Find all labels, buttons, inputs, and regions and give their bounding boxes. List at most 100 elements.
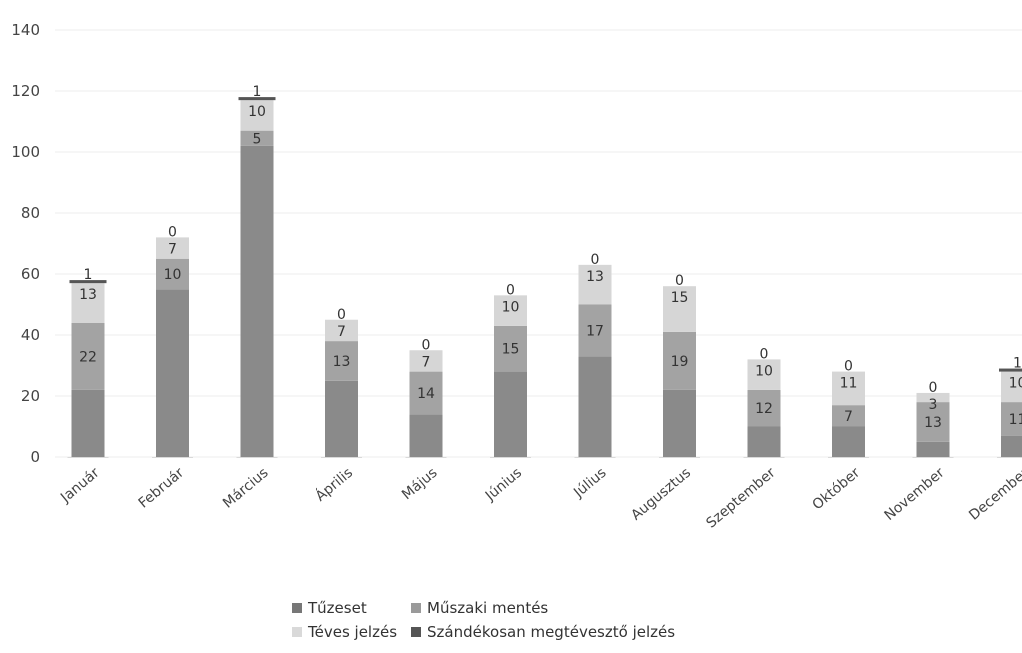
y-tick-label: 20: [21, 387, 40, 405]
bar-segment: [578, 356, 612, 457]
bar-segment: [832, 426, 865, 457]
data-label: 11: [840, 376, 858, 392]
legend-label: Műszaki mentés: [427, 599, 549, 617]
bar-segment: [494, 325, 527, 372]
y-tick-label: 120: [11, 82, 40, 100]
y-tick-label: 40: [21, 326, 40, 344]
data-label: 12: [755, 401, 773, 417]
data-label: 10: [755, 363, 773, 379]
data-label: 1: [1013, 356, 1022, 372]
data-label: 14: [417, 386, 435, 402]
legend-item-teves-jelzes: Téves jelzés: [292, 623, 397, 641]
data-label: 13: [333, 354, 351, 370]
y-axis: 0 20 40 60 80 100 120 140: [11, 21, 40, 466]
x-category-label: Szeptember: [703, 465, 778, 532]
x-category-label: December: [966, 465, 1022, 524]
bar-segment: [663, 286, 696, 332]
data-label: 13: [586, 269, 604, 285]
x-category-label: Február: [136, 465, 188, 512]
legend-item-szandekosan-megteveszto-jelzes: Szándékosan megtévesztő jelzés: [411, 623, 675, 641]
data-label: 1: [84, 267, 93, 283]
x-category-label: Május: [399, 465, 440, 503]
data-label: 0: [168, 224, 177, 240]
legend-item-tuzeset: Tűzeset: [292, 599, 397, 617]
x-category-label: Június: [482, 465, 525, 505]
data-label: 0: [844, 359, 853, 375]
bar-segment: [1001, 435, 1022, 457]
data-label: 10: [248, 104, 266, 120]
bar-segment: [240, 145, 274, 457]
x-axis: Január Február Március Április Május Június Jú…: [57, 457, 1022, 532]
bar-segment: [238, 97, 276, 101]
bar-segment: [409, 350, 443, 372]
data-label: 0: [929, 380, 938, 396]
bar-segment: [494, 371, 527, 457]
bar-segment: [156, 258, 189, 290]
data-label: 17: [586, 323, 604, 339]
bar-segment: [747, 426, 781, 457]
bar-segment: [325, 319, 358, 342]
legend-item-muszaki-mentes: Műszaki mentés: [411, 599, 675, 617]
data-label: 22: [79, 349, 97, 365]
bar-segment: [747, 359, 781, 390]
bar-segment: [832, 371, 865, 406]
data-label: 0: [337, 307, 346, 323]
x-category-label: Augusztus: [628, 465, 694, 524]
bar-segment: [71, 389, 105, 457]
legend-swatch: [292, 627, 302, 637]
data-label: 0: [675, 273, 684, 289]
y-tick-label: 0: [30, 448, 40, 466]
bar-segment: [663, 389, 696, 457]
data-label: 7: [844, 409, 853, 425]
x-category-label: Március: [220, 465, 272, 512]
data-label: 11: [1009, 412, 1022, 428]
x-category-label: Április: [312, 464, 356, 505]
gridlines: [55, 29, 1022, 458]
legend-swatch: [292, 603, 302, 613]
legend-label: Téves jelzés: [308, 623, 398, 641]
bar-segment: [916, 402, 950, 442]
data-label: 10: [1009, 376, 1022, 392]
data-label: 1: [253, 84, 262, 100]
data-label: 0: [422, 337, 431, 353]
data-label: 5: [253, 131, 262, 147]
bar-segment: [832, 405, 865, 427]
data-label: 15: [502, 342, 520, 358]
x-category-label: November: [881, 465, 947, 524]
bar-segment: [409, 414, 443, 457]
bar-segment: [71, 283, 105, 323]
bar-segment: [1001, 402, 1022, 436]
data-label: 19: [671, 354, 689, 370]
legend-swatch: [411, 603, 422, 613]
bar-segment: [999, 368, 1022, 372]
bar-segment: [916, 392, 950, 403]
y-tick-label: 60: [21, 265, 40, 283]
legend-swatch: [411, 627, 422, 637]
legend-label: Tűzeset: [308, 599, 367, 617]
legend-label: Szándékosan megtévesztő jelzés: [427, 623, 676, 641]
bar-segment: [916, 441, 950, 457]
y-tick-label: 100: [11, 143, 40, 161]
data-label: 7: [168, 241, 177, 257]
bar-segment: [240, 130, 274, 146]
bar-segment: [409, 371, 443, 415]
data-label: 10: [502, 299, 520, 315]
bar-segment: [156, 289, 189, 457]
bar-segment: [69, 280, 107, 284]
bars: [69, 97, 1022, 457]
bar-segment: [663, 331, 696, 390]
bar-segment: [578, 264, 612, 305]
data-label: 10: [164, 267, 182, 283]
bar-segment: [71, 322, 105, 390]
data-label: 13: [79, 287, 97, 303]
data-label: 0: [506, 282, 515, 298]
data-label: 15: [671, 290, 689, 306]
x-category-label: Július: [570, 465, 609, 502]
data-label: 7: [422, 354, 431, 370]
y-tick-label: 140: [11, 21, 40, 39]
data-label: 7: [337, 324, 346, 340]
bar-segment: [1001, 371, 1022, 403]
data-label: 0: [591, 252, 600, 268]
